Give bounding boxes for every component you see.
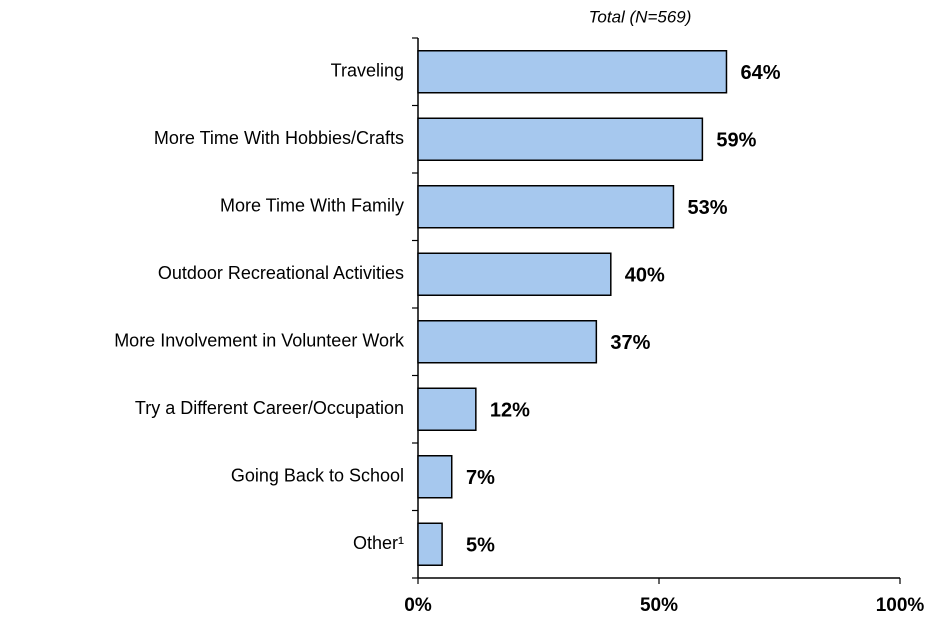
bar [417, 320, 598, 364]
bar [417, 50, 728, 94]
bar [417, 522, 443, 566]
category-label: Going Back to School [231, 466, 404, 486]
bar [417, 117, 704, 161]
value-label: 37% [610, 332, 650, 354]
value-label: 12% [490, 400, 530, 422]
category-label: Try a Different Career/Occupation [135, 398, 404, 418]
x-tick-label: 50% [640, 595, 678, 616]
category-label: Other¹ [353, 533, 404, 553]
x-tick-label: 0% [404, 595, 432, 616]
value-label: 40% [625, 265, 665, 287]
bar [417, 455, 453, 499]
bar [417, 387, 477, 431]
value-label: 53% [687, 197, 727, 219]
category-label: Traveling [331, 61, 404, 81]
x-tick-label: 100% [876, 595, 925, 616]
bar [417, 252, 612, 296]
category-label: Outdoor Recreational Activities [158, 263, 404, 283]
category-label: More Time With Hobbies/Crafts [154, 128, 404, 148]
value-label: 5% [466, 535, 495, 557]
bar [417, 185, 675, 229]
value-label: 7% [466, 467, 495, 489]
chart-title: Total (N=569) [589, 7, 692, 26]
value-label: 59% [716, 130, 756, 152]
value-label: 64% [740, 62, 780, 84]
category-label: More Time With Family [220, 196, 404, 216]
category-label: More Involvement in Volunteer Work [114, 331, 405, 351]
